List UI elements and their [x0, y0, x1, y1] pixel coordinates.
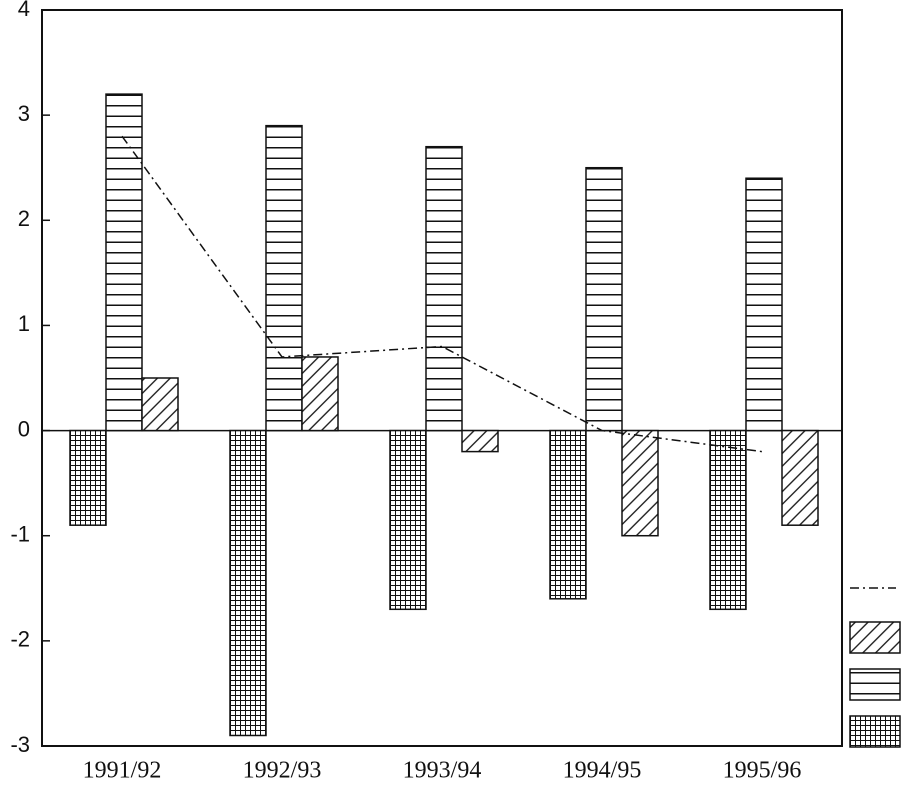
y-tick-label: 0 [18, 416, 30, 441]
x-tick-label: 1992/93 [243, 758, 322, 784]
x-tick-label: 1995/96 [723, 758, 802, 784]
legend-swatch [849, 621, 901, 654]
y-tick-label: -1 [10, 522, 30, 547]
x-tick-label: 1994/95 [563, 758, 642, 784]
x-tick-label: 1993/94 [403, 758, 482, 784]
x-tick-label: 1991/92 [83, 758, 162, 784]
bar [69, 429, 107, 526]
bar [461, 429, 499, 453]
legend-swatch [849, 715, 901, 748]
bar [585, 166, 623, 432]
bar [549, 429, 587, 600]
legend-swatch [849, 668, 901, 701]
y-tick-label: 2 [18, 206, 30, 231]
bar [141, 377, 179, 432]
bar [301, 356, 339, 432]
y-tick-label: -3 [10, 732, 30, 757]
plot-frame [41, 9, 843, 747]
y-tick-label: -2 [10, 627, 30, 652]
bar [105, 93, 143, 432]
bar [745, 177, 783, 432]
bar [229, 429, 267, 737]
bar [781, 429, 819, 526]
bar [265, 124, 303, 432]
bar [621, 429, 659, 537]
line [121, 135, 763, 453]
bar [389, 429, 427, 611]
bar [709, 429, 747, 611]
y-tick-label: 4 [18, 0, 30, 21]
y-tick-label: 1 [18, 311, 30, 336]
bar [425, 145, 463, 432]
y-tick-label: 3 [18, 101, 30, 126]
